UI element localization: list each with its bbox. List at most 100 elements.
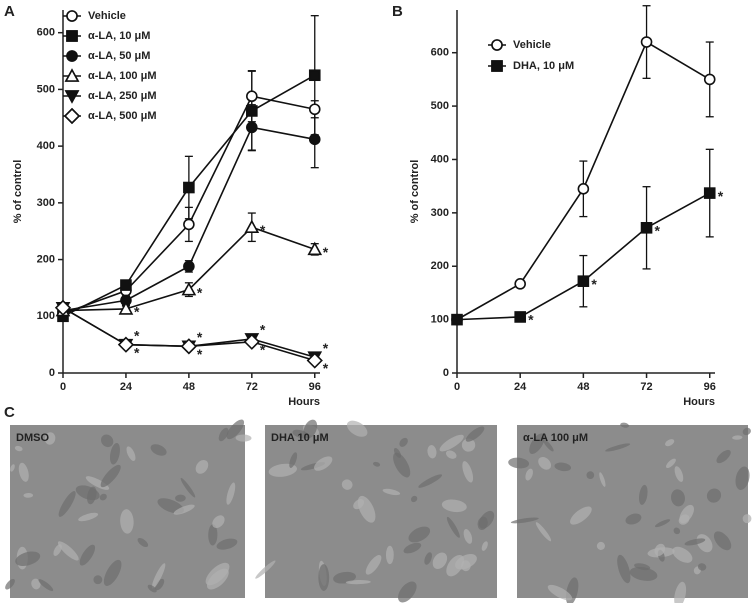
- cell: [460, 560, 471, 572]
- panel-label: A: [4, 3, 15, 20]
- y-tick-label: 400: [37, 140, 55, 152]
- cell: [427, 445, 437, 459]
- x-axis-label: Hours: [288, 396, 320, 408]
- cell: [446, 516, 460, 538]
- significance-mark: *: [323, 244, 329, 260]
- marker: [244, 219, 260, 234]
- cell: [462, 461, 474, 483]
- legend-label: α-LA, 50 μM: [88, 50, 150, 62]
- cell: [625, 513, 642, 525]
- x-tick-label: 96: [704, 381, 716, 393]
- x-tick-label: 72: [246, 381, 258, 393]
- cell: [671, 489, 685, 507]
- cell: [155, 578, 165, 591]
- marker: [491, 60, 503, 72]
- cell: [398, 581, 417, 603]
- cell: [654, 519, 671, 528]
- cell: [605, 443, 631, 452]
- image-label: α-LA 100 μM: [523, 432, 588, 444]
- cell: [226, 482, 236, 505]
- marker: [64, 68, 80, 82]
- cell: [716, 449, 731, 464]
- legend-label: α-LA, 250 μM: [88, 90, 157, 102]
- marker: [183, 218, 195, 231]
- marker: [243, 333, 260, 350]
- y-tick-label: 400: [431, 153, 449, 165]
- cell: [586, 471, 595, 480]
- cell: [87, 486, 97, 505]
- cell: [463, 529, 473, 544]
- cell: [38, 579, 54, 592]
- cell: [399, 437, 408, 447]
- cell: [173, 504, 195, 515]
- legend-label: DHA, 10 μM: [513, 60, 574, 72]
- cell: [385, 545, 394, 565]
- marker: [120, 279, 132, 291]
- cell: [100, 464, 121, 488]
- cell: [180, 477, 196, 498]
- y-tick-label: 100: [431, 314, 449, 326]
- marker: [63, 107, 81, 125]
- cell: [393, 447, 402, 458]
- cell: [654, 543, 666, 556]
- cell: [314, 456, 333, 471]
- cell: [684, 538, 706, 546]
- marker: [703, 187, 716, 199]
- cell: [706, 488, 722, 503]
- significance-mark: *: [260, 342, 266, 358]
- cell: [403, 542, 422, 554]
- x-tick-label: 24: [120, 381, 133, 393]
- x-axis-label: Hours: [683, 396, 715, 408]
- cell: [674, 466, 684, 482]
- y-tick-label: 0: [49, 367, 55, 379]
- significance-mark: *: [260, 222, 266, 238]
- cell: [195, 459, 209, 474]
- cell: [79, 544, 96, 566]
- cell: [529, 433, 545, 454]
- image-label: DHA 10 μM: [271, 432, 329, 444]
- significance-mark: *: [134, 304, 140, 320]
- cell: [205, 562, 230, 586]
- cell: [538, 456, 552, 470]
- x-tick-label: 0: [60, 381, 66, 393]
- cell: [735, 466, 750, 490]
- marker: [66, 10, 78, 22]
- cell: [318, 564, 330, 591]
- significance-mark: *: [591, 276, 597, 292]
- cell: [103, 559, 122, 586]
- cell: [697, 563, 707, 571]
- cell: [439, 434, 464, 452]
- x-tick-label: 48: [577, 381, 589, 393]
- marker: [577, 183, 590, 195]
- cell: [212, 515, 225, 529]
- x-tick-label: 48: [183, 381, 195, 393]
- marker: [308, 69, 321, 82]
- cell: [742, 514, 752, 524]
- cell: [58, 491, 76, 517]
- significance-mark: *: [134, 327, 140, 343]
- marker: [246, 90, 258, 103]
- cell: [674, 581, 687, 603]
- y-tick-label: 500: [37, 83, 55, 95]
- cell: [510, 517, 539, 524]
- cell: [461, 438, 476, 452]
- cell: [137, 538, 149, 548]
- cell: [666, 458, 676, 469]
- cell: [101, 434, 114, 448]
- cell: [333, 571, 356, 584]
- marker: [308, 103, 321, 116]
- cell: [18, 462, 29, 482]
- cell: [477, 516, 488, 531]
- cell: [345, 580, 371, 585]
- cell: [93, 575, 103, 585]
- marker: [640, 36, 653, 48]
- significance-mark: *: [197, 284, 203, 300]
- cell: [341, 479, 353, 490]
- marker: [577, 275, 590, 287]
- cell: [639, 484, 648, 505]
- legend-label: α-LA, 100 μM: [88, 70, 157, 82]
- marker: [183, 181, 195, 194]
- marker: [181, 281, 197, 296]
- cell: [535, 522, 552, 542]
